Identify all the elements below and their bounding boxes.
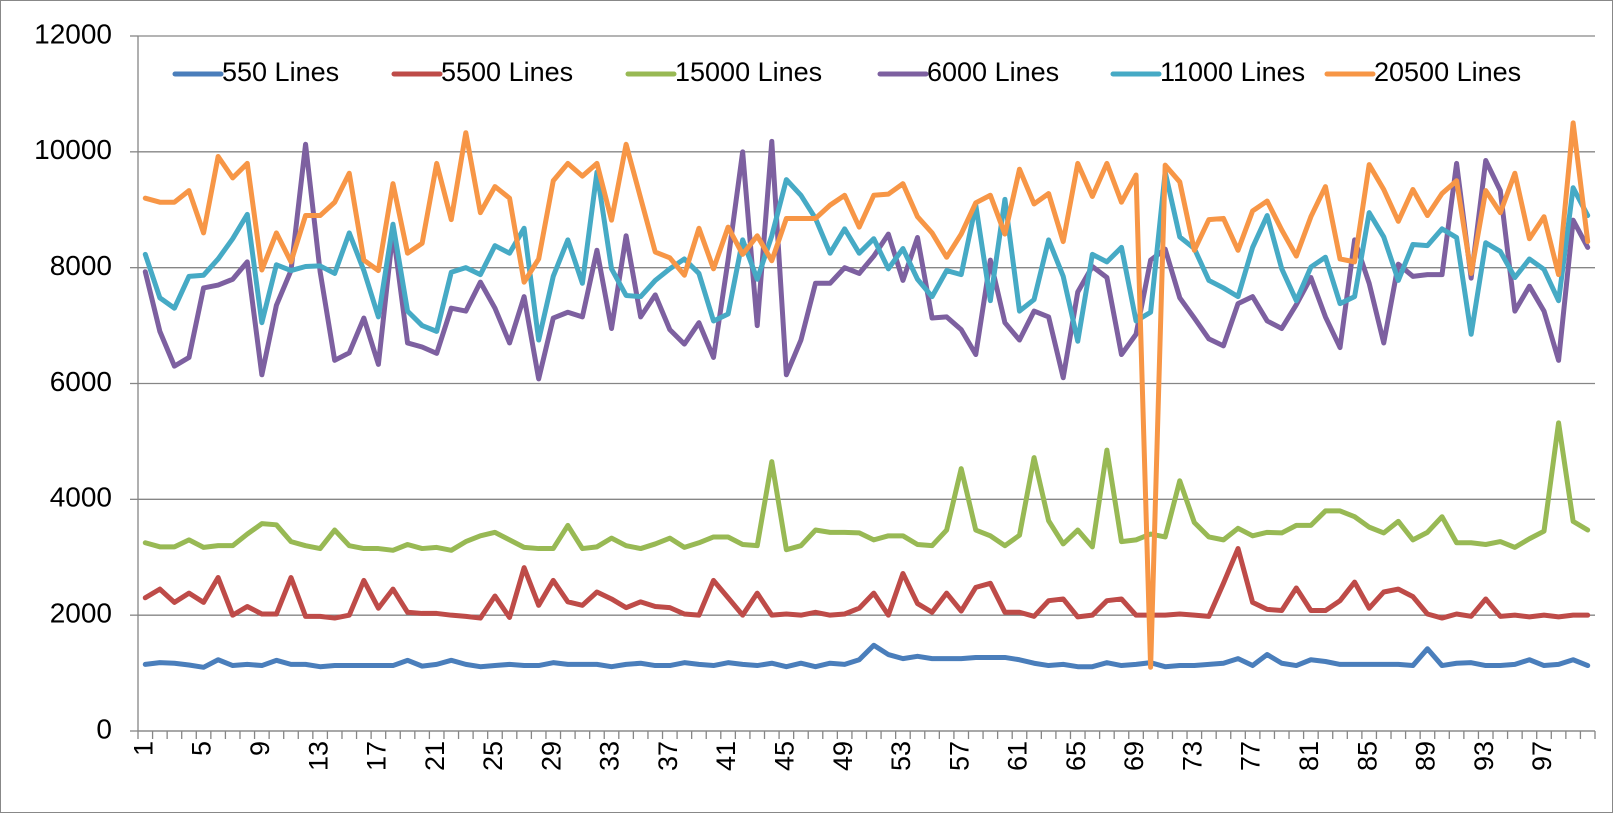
y-tick-label: 6000 — [50, 366, 112, 397]
x-tick-label: 61 — [1003, 741, 1033, 771]
x-tick-label: 53 — [886, 741, 916, 771]
x-tick-label: 69 — [1119, 741, 1149, 771]
x-tick-label: 73 — [1177, 741, 1207, 771]
x-tick-label: 37 — [653, 741, 683, 771]
y-tick-label: 0 — [96, 713, 112, 744]
x-tick-label: 41 — [711, 741, 741, 771]
line-series — [142, 546, 1591, 621]
x-tick-label: 65 — [1061, 741, 1091, 771]
x-tick-label: 33 — [595, 741, 625, 771]
x-tick-label: 49 — [828, 741, 858, 771]
line-series — [142, 169, 1591, 344]
line-series — [142, 420, 1591, 553]
y-tick-label: 8000 — [50, 250, 112, 281]
x-tick-label: 93 — [1469, 741, 1499, 771]
line-series — [142, 642, 1591, 670]
y-tick-label: 12000 — [34, 18, 112, 49]
x-tick-label: 25 — [478, 741, 508, 771]
legend-label: 15000 Lines — [675, 57, 822, 87]
x-tick-label: 77 — [1236, 741, 1266, 771]
legend-label: 20500 Lines — [1374, 57, 1521, 87]
x-tick-label: 45 — [769, 741, 799, 771]
x-tick-label: 89 — [1411, 741, 1441, 771]
legend-label: 6000 Lines — [927, 57, 1059, 87]
line-series — [142, 138, 1591, 382]
x-tick-label: 97 — [1527, 741, 1557, 771]
x-tick-label: 5 — [187, 741, 217, 756]
y-tick-label: 4000 — [50, 482, 112, 513]
x-tick-label: 81 — [1294, 741, 1324, 771]
x-tick-label: 9 — [245, 741, 275, 756]
legend-label: 11000 Lines — [1160, 57, 1305, 87]
x-tick-label: 21 — [420, 741, 450, 771]
x-tick-label: 13 — [303, 741, 333, 771]
x-tick-label: 1 — [128, 741, 158, 756]
x-tick-label: 17 — [362, 741, 392, 771]
x-tick-label: 85 — [1352, 741, 1382, 771]
y-tick-label: 10000 — [34, 134, 112, 165]
legend-label: 5500 Lines — [441, 57, 573, 87]
line-series — [142, 120, 1591, 670]
legend-label: 550 Lines — [222, 57, 339, 87]
y-tick-label: 2000 — [50, 598, 112, 629]
x-tick-label: 57 — [944, 741, 974, 771]
x-tick-label: 29 — [536, 741, 566, 771]
